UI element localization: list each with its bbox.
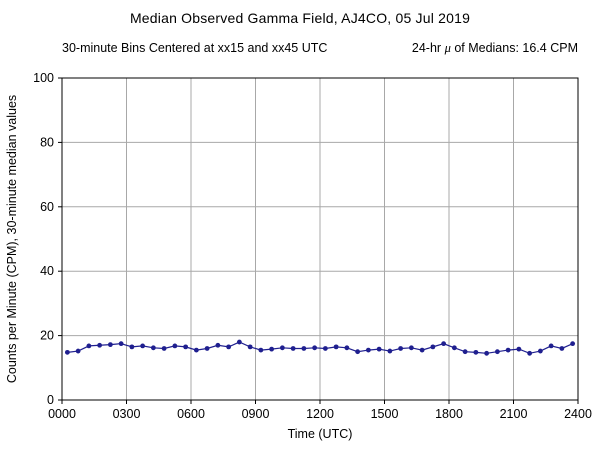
y-tick-label: 40 xyxy=(40,264,54,278)
y-axis-title: Counts per Minute (CPM), 30-minute media… xyxy=(5,95,19,383)
y-tick-label: 20 xyxy=(40,329,54,343)
mu-symbol: μ xyxy=(444,41,451,55)
data-point-marker xyxy=(462,349,468,355)
y-tick-label: 100 xyxy=(33,71,54,85)
data-point-marker xyxy=(215,342,221,348)
data-point-marker xyxy=(451,345,457,351)
x-tick-label: 2100 xyxy=(500,407,528,421)
data-point-marker xyxy=(118,341,124,347)
data-point-marker xyxy=(570,341,576,347)
data-point-marker xyxy=(258,347,264,353)
data-point-marker xyxy=(172,343,178,349)
data-point-marker xyxy=(75,348,81,354)
data-point-marker xyxy=(269,346,275,352)
data-point-marker xyxy=(301,346,307,351)
data-point-marker xyxy=(97,342,103,348)
data-point-marker xyxy=(150,345,156,351)
data-point-marker xyxy=(86,343,92,349)
data-point-marker xyxy=(279,345,285,351)
data-point-marker xyxy=(505,347,511,353)
mean-statistic-post: of Medians: 16.4 CPM xyxy=(450,41,578,55)
data-point-marker xyxy=(441,341,447,347)
x-tick-label: 2400 xyxy=(564,407,592,421)
data-point-marker xyxy=(333,344,339,350)
data-point-marker xyxy=(107,342,113,348)
x-tick-label: 0900 xyxy=(242,407,270,421)
data-point-marker xyxy=(183,344,189,350)
data-point-marker xyxy=(365,347,371,353)
data-point-marker xyxy=(193,347,199,353)
data-point-marker xyxy=(527,350,533,356)
mean-statistic-pre: 24-hr xyxy=(411,41,445,55)
data-point-marker xyxy=(387,348,393,354)
data-point-marker xyxy=(537,348,543,354)
data-point-marker xyxy=(247,344,253,350)
data-point-marker xyxy=(408,345,414,351)
data-point-marker xyxy=(140,343,146,349)
x-tick-label: 0300 xyxy=(113,407,141,421)
chart-title: Median Observed Gamma Field, AJ4CO, 05 J… xyxy=(129,10,471,26)
data-point-marker xyxy=(430,344,436,350)
data-point-marker xyxy=(236,339,242,345)
data-point-marker xyxy=(290,346,296,351)
data-point-marker xyxy=(226,344,232,350)
x-tick-label: 1500 xyxy=(371,407,399,421)
data-point-marker xyxy=(312,345,318,351)
mean-statistic: 24-hr μ of Medians: 16.4 CPM xyxy=(412,41,578,56)
data-point-marker xyxy=(473,349,479,355)
bins-subtitle: 30-minute Bins Centered at xx15 and xx45… xyxy=(62,41,328,55)
data-point-marker xyxy=(355,349,361,355)
data-point-marker xyxy=(64,349,70,355)
x-tick-label: 0600 xyxy=(177,407,205,421)
x-tick-label: 0000 xyxy=(48,407,76,421)
data-point-marker xyxy=(204,346,210,351)
data-point-marker xyxy=(344,345,350,351)
data-point-marker xyxy=(161,346,167,351)
data-point-marker xyxy=(494,349,500,355)
x-tick-label: 1800 xyxy=(435,407,463,421)
data-point-marker xyxy=(484,350,490,356)
data-point-marker xyxy=(559,346,565,351)
data-point-marker xyxy=(419,347,425,353)
data-point-marker xyxy=(516,346,522,352)
chart-subtitle-row: 30-minute Bins Centered at xx15 and xx45… xyxy=(62,41,578,56)
y-tick-label: 80 xyxy=(40,135,54,149)
y-tick-label: 0 xyxy=(47,393,54,407)
x-tick-label: 1200 xyxy=(306,407,334,421)
data-point-marker xyxy=(376,346,382,352)
data-point-marker xyxy=(322,346,328,351)
data-point-marker xyxy=(548,343,554,349)
x-axis-title: Time (UTC) xyxy=(288,427,353,441)
y-tick-label: 60 xyxy=(40,200,54,214)
data-point-marker xyxy=(129,344,135,350)
data-point-marker xyxy=(398,346,404,351)
